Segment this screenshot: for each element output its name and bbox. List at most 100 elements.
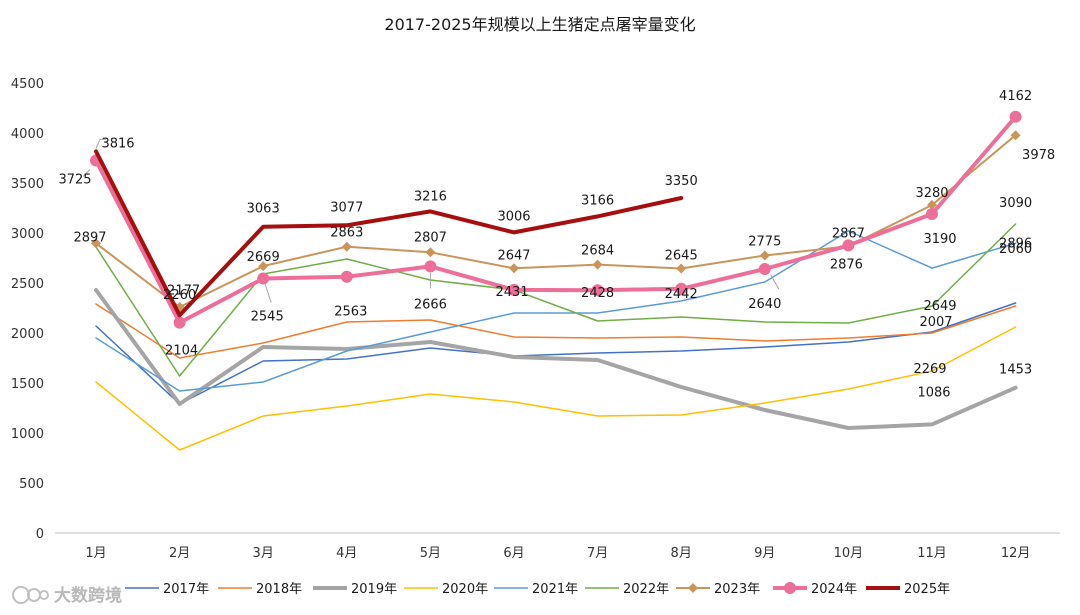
data-point	[341, 241, 352, 252]
data-point	[508, 283, 520, 296]
data-label: 2863	[330, 226, 363, 241]
legend-marker	[784, 582, 796, 594]
x-tick-label: 2月	[169, 546, 190, 561]
series-2020年	[95, 326, 1017, 451]
data-point	[592, 259, 603, 270]
legend-label: 2017年	[163, 582, 209, 597]
legend-label: 2024年	[811, 582, 857, 597]
series-2018年	[95, 303, 1017, 359]
data-label: 3725	[58, 173, 91, 188]
data-label: 2775	[748, 235, 781, 250]
legend-item-2024年[interactable]: 2024年	[773, 582, 857, 597]
y-tick-label: 4500	[11, 77, 44, 92]
series-line	[95, 303, 1017, 359]
leader-line	[95, 138, 106, 149]
data-point	[258, 261, 269, 272]
data-point	[424, 260, 437, 273]
legend-label: 2023年	[714, 582, 760, 597]
x-tick-label: 6月	[503, 546, 524, 561]
data-point	[173, 316, 186, 329]
legend-item-2018年[interactable]: 2018年	[218, 582, 302, 597]
data-label: 2177	[167, 283, 200, 298]
data-point	[758, 263, 771, 275]
data-label: 2807	[414, 230, 447, 245]
data-point	[91, 238, 101, 249]
series-layer	[90, 110, 1022, 451]
series-line	[95, 326, 1017, 451]
legend[interactable]: 2017年 2018年 2019年 2020年 2021年 2022年 2023年 2024年…	[125, 582, 950, 597]
data-label: 2669	[247, 250, 280, 265]
legend-label: 2020年	[442, 582, 488, 597]
series-2024年	[90, 110, 1022, 329]
axes: 0 500 1000 1500 2000 2500 3000 3500 4000 4500 1月 2月…	[11, 77, 1060, 561]
x-tick-label: 4月	[336, 546, 357, 561]
leader-line	[264, 284, 272, 303]
legend-item-2023年[interactable]: 2023年	[676, 582, 760, 597]
data-label: 3090	[999, 196, 1032, 211]
x-tick-label: 12月	[1001, 546, 1031, 561]
series-line	[94, 114, 1018, 325]
watermark-text: 大数跨境	[54, 585, 122, 606]
x-tick-label: 7月	[587, 546, 608, 561]
data-label: 3978	[1022, 148, 1055, 163]
data-point	[591, 284, 604, 297]
data-point	[1010, 130, 1021, 141]
x-tick-label: 9月	[754, 546, 775, 561]
series-2017年	[95, 302, 1017, 405]
x-tick-label: 10月	[834, 546, 864, 561]
y-tick-label: 2000	[11, 327, 44, 342]
data-label: 2645	[665, 249, 698, 264]
data-label: 4162	[999, 89, 1032, 104]
data-label: 3190	[923, 232, 956, 247]
legend-item-2019年[interactable]: 2019年	[313, 582, 397, 597]
legend-item-2017年[interactable]: 2017年	[125, 582, 209, 597]
x-tick-label: 8月	[671, 546, 692, 561]
series-line	[95, 302, 1017, 405]
y-tick-label: 500	[19, 477, 44, 492]
x-tick-label: 11月	[917, 546, 947, 561]
data-label: 2260	[163, 288, 196, 303]
data-point	[1009, 110, 1022, 123]
data-label: 2649	[923, 299, 956, 314]
y-tick-label: 1000	[11, 427, 44, 442]
legend-label: 2021年	[532, 582, 578, 597]
data-point	[676, 263, 687, 274]
data-label: 2007	[919, 315, 952, 330]
y-tick-label: 2500	[11, 277, 44, 292]
legend-item-2022年[interactable]: 2022年	[585, 582, 669, 597]
series-line	[94, 288, 1018, 430]
data-label: 3077	[330, 200, 363, 215]
series-line	[95, 223, 1017, 377]
data-point	[509, 263, 519, 274]
data-point	[675, 282, 688, 295]
data-label: 3166	[581, 193, 614, 208]
data-point	[842, 239, 855, 252]
leader-line	[82, 169, 91, 177]
leader-line	[770, 274, 780, 290]
data-label: 2442	[665, 287, 698, 302]
series-line	[95, 230, 1017, 392]
x-tick-label: 1月	[85, 546, 106, 561]
data-label: 2431	[495, 285, 528, 300]
series-2022年	[95, 223, 1017, 377]
data-label: 3063	[247, 202, 280, 217]
x-tick-label: 3月	[253, 546, 274, 561]
data-label: 2563	[334, 305, 367, 320]
legend-item-2021年[interactable]: 2021年	[494, 582, 578, 597]
legend-label: 2019年	[351, 582, 397, 597]
data-label: 2060	[999, 242, 1032, 257]
data-label: 2666	[414, 297, 447, 312]
data-point	[425, 247, 436, 258]
legend-marker	[688, 583, 698, 593]
legend-item-2025年[interactable]: 2025年	[866, 582, 950, 597]
y-tick-label: 3500	[11, 177, 44, 192]
data-label: 2104	[165, 344, 198, 359]
data-label: 3216	[414, 189, 447, 204]
data-label: 2867	[832, 226, 865, 241]
data-label: 1086	[917, 385, 950, 400]
y-tick-label: 0	[36, 527, 44, 542]
legend-item-2020年[interactable]: 2020年	[404, 582, 488, 597]
data-point	[927, 200, 937, 210]
data-label: 2876	[830, 257, 863, 272]
